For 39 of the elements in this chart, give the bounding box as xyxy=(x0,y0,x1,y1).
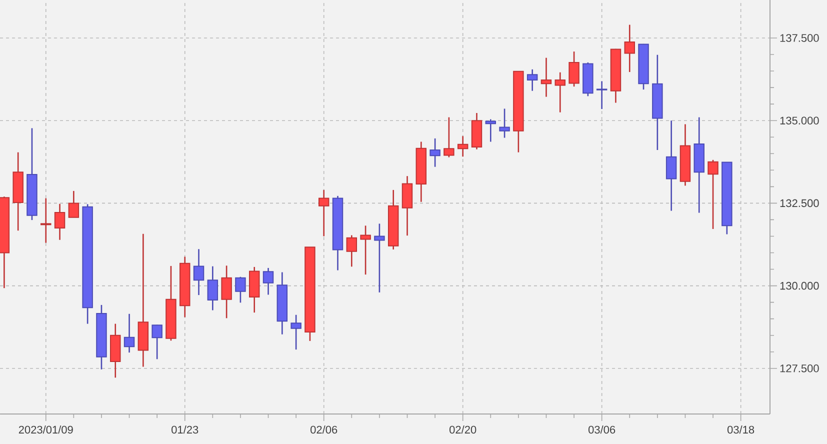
candlestick xyxy=(374,223,385,294)
x-tick-label: 2023/01/09 xyxy=(18,426,73,434)
candlestick xyxy=(708,159,718,230)
candlestick xyxy=(207,266,218,311)
candlestick xyxy=(526,68,538,92)
candlestick xyxy=(193,248,204,296)
x-tick-label: 02/06 xyxy=(310,426,338,434)
candlestick xyxy=(430,138,440,168)
y-tick-label: 137.500 xyxy=(780,34,819,42)
candlestick xyxy=(540,57,552,98)
candlestick xyxy=(221,264,232,319)
candlestick xyxy=(666,120,677,212)
candlestick xyxy=(499,108,510,138)
candlestick xyxy=(485,118,496,142)
y-tick-label: 127.500 xyxy=(780,364,819,372)
candlestick xyxy=(568,50,580,88)
candlestick xyxy=(346,234,358,268)
candlestick xyxy=(40,198,52,244)
x-tick-label: 02/20 xyxy=(450,426,476,434)
candlestick xyxy=(444,116,454,158)
candlestick xyxy=(596,80,608,110)
y-tick-label: 132.500 xyxy=(780,199,819,208)
candlestick xyxy=(360,225,371,276)
candlestick xyxy=(624,24,635,73)
candlestick xyxy=(124,313,135,354)
candlestick xyxy=(152,324,162,360)
y-tick-label: 135.000 xyxy=(780,116,819,124)
x-tick-label: 03/18 xyxy=(727,426,754,434)
candlestick xyxy=(68,190,80,218)
candlestick xyxy=(54,203,66,241)
x-tick-label: 03/06 xyxy=(588,426,616,434)
candlestick xyxy=(457,135,468,158)
candlestick xyxy=(262,267,274,296)
x-tick-label: 01/23 xyxy=(172,426,198,434)
y-tick-label: 130.000 xyxy=(780,282,819,290)
candlestick xyxy=(290,314,302,350)
candlestick xyxy=(554,72,566,113)
candlestick xyxy=(235,276,246,304)
candlestick xyxy=(318,189,330,237)
